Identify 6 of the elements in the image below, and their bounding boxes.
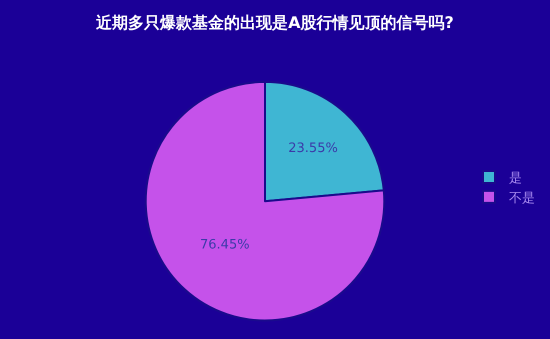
pie-slice: [144, 80, 386, 322]
legend-label: 不是: [509, 190, 535, 206]
legend-label: 是: [509, 171, 522, 186]
data-label: 23.55%: [288, 141, 338, 156]
chart-title: 近期多只爆款基金的出现是A股行情见顶的信号吗?: [95, 13, 454, 32]
data-label: 76.45%: [200, 238, 250, 253]
